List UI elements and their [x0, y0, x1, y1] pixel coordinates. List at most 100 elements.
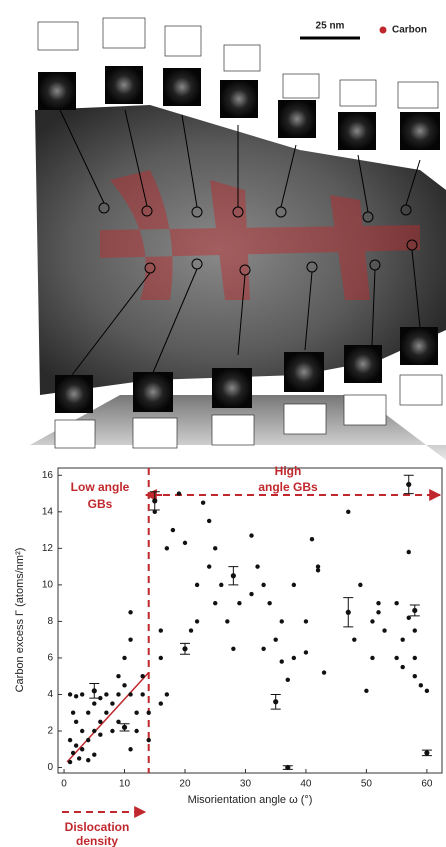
point: [400, 665, 404, 669]
point: [249, 592, 253, 596]
x-tick-label: 60: [421, 779, 433, 790]
point: [116, 692, 120, 696]
point: [165, 692, 169, 696]
point: [292, 656, 296, 660]
annotation: angle GBs: [258, 480, 318, 494]
point: [261, 647, 265, 651]
point: [249, 533, 253, 537]
point: [128, 692, 132, 696]
y-tick-label: 4: [47, 689, 53, 700]
point: [316, 564, 320, 568]
point: [195, 583, 199, 587]
point: [165, 546, 169, 550]
annotation: Dislocation: [65, 820, 130, 834]
point: [207, 564, 211, 568]
x-tick-label: 10: [119, 779, 131, 790]
point: [68, 692, 72, 696]
point: [68, 760, 72, 764]
x-tick-label: 50: [361, 779, 373, 790]
point: [255, 564, 259, 568]
point: [171, 528, 175, 532]
point: [280, 659, 284, 663]
point: [183, 541, 187, 545]
point: [419, 683, 423, 687]
tem-image: 25 nm Carbon: [30, 18, 446, 460]
point: [364, 689, 368, 693]
point: [86, 738, 90, 742]
point: [280, 619, 284, 623]
point: [140, 674, 144, 678]
point: [116, 674, 120, 678]
y-axis-label: Carbon excess Γ (atoms/nm²): [14, 548, 26, 693]
point: [98, 720, 102, 724]
mean-point: [412, 608, 417, 613]
point: [376, 610, 380, 614]
mean-point: [285, 765, 290, 770]
figure: 25 nm Carbon Low angle GBs High angle GB…: [0, 0, 446, 847]
point: [104, 692, 108, 696]
point: [237, 601, 241, 605]
point: [74, 720, 78, 724]
point: [261, 583, 265, 587]
point: [134, 729, 138, 733]
point: [322, 670, 326, 674]
point: [219, 583, 223, 587]
point: [110, 729, 114, 733]
point: [177, 491, 181, 495]
point: [267, 601, 271, 605]
point: [134, 711, 138, 715]
y-tick-label: 0: [47, 762, 53, 773]
x-tick-label: 20: [179, 779, 191, 790]
point: [394, 656, 398, 660]
annotation: GBs: [88, 497, 113, 511]
mean-point: [424, 750, 429, 755]
point: [310, 537, 314, 541]
mean-point: [346, 610, 351, 615]
point: [231, 647, 235, 651]
mean-point: [92, 688, 97, 693]
point: [201, 501, 205, 505]
point: [382, 628, 386, 632]
point: [140, 692, 144, 696]
y-tick-label: 8: [47, 616, 53, 627]
point: [80, 692, 84, 696]
legend-label: Carbon: [392, 25, 427, 36]
point: [147, 738, 151, 742]
annotation: density: [76, 834, 118, 847]
point: [71, 751, 75, 755]
x-axis-label: Misorientation angle ω (°): [188, 794, 313, 806]
point: [213, 546, 217, 550]
point: [370, 619, 374, 623]
y-tick-label: 2: [47, 726, 53, 737]
point: [370, 656, 374, 660]
point: [394, 601, 398, 605]
point: [159, 628, 163, 632]
point: [159, 656, 163, 660]
point: [352, 637, 356, 641]
point: [77, 756, 81, 760]
annotation: Low angle: [71, 480, 130, 494]
x-tick-label: 40: [300, 779, 312, 790]
point: [292, 583, 296, 587]
point: [122, 683, 126, 687]
point: [80, 729, 84, 733]
point: [159, 701, 163, 705]
annotation: High: [275, 464, 302, 478]
point: [74, 743, 78, 747]
mean-point: [122, 725, 127, 730]
point: [128, 747, 132, 751]
fit-line: [67, 673, 149, 762]
point: [74, 694, 78, 698]
point: [400, 637, 404, 641]
x-tick-label: 30: [240, 779, 252, 790]
point: [286, 678, 290, 682]
x-tick-label: 0: [61, 779, 67, 790]
scale-bar: 25 nm: [316, 21, 345, 32]
mean-point: [273, 699, 278, 704]
point: [98, 732, 102, 736]
point: [71, 711, 75, 715]
plot: Low angle GBs High angle GBs Dislocation…: [14, 464, 442, 847]
point: [407, 550, 411, 554]
mean-point: [406, 482, 411, 487]
point: [213, 601, 217, 605]
